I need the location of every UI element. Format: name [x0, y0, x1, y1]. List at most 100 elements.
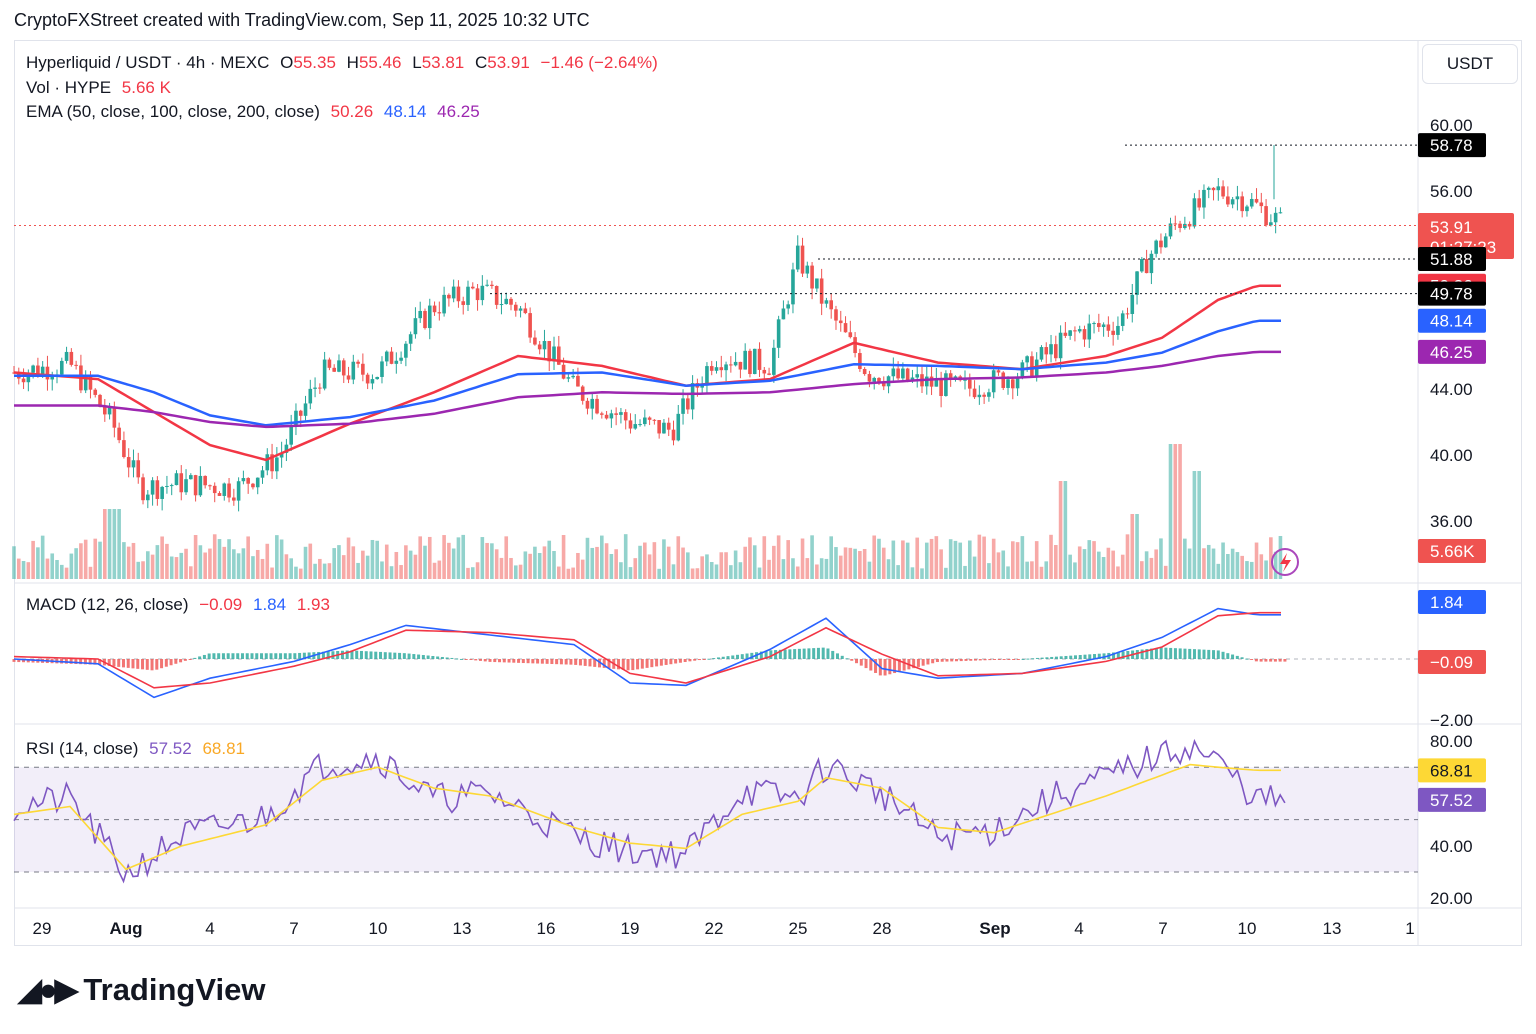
volume-bar	[1125, 534, 1130, 579]
candle-body	[131, 460, 136, 468]
volume-bar	[791, 558, 795, 579]
volume-bar	[79, 543, 83, 579]
macd-hist-bar	[593, 659, 597, 667]
volume-bar	[772, 545, 776, 579]
macd-hist-bar	[1250, 659, 1254, 660]
candle-body	[585, 400, 590, 409]
macd-hist-bar	[464, 659, 468, 660]
candle-body	[872, 377, 877, 382]
volume-bar	[356, 562, 360, 579]
macd-hist-bar	[369, 651, 373, 659]
candle-body	[169, 485, 174, 487]
candle-body	[361, 363, 365, 375]
rsi-label[interactable]: RSI (14, close)	[26, 739, 139, 758]
volume-bar	[375, 540, 379, 579]
volume-bar	[695, 568, 700, 579]
macd-hist-bar	[1188, 648, 1192, 659]
volume-bar	[1135, 514, 1139, 579]
macd-hist-bar	[950, 659, 954, 662]
rsi-tick: 80.00	[1430, 732, 1473, 751]
volume-bar	[547, 540, 552, 579]
volume-label[interactable]: Vol · HYPE	[26, 78, 112, 97]
macd-hist-bar	[455, 658, 459, 660]
symbol-label[interactable]: Hyperliquid / USDT · 4h · MEXC	[26, 53, 270, 72]
ema50-line	[13, 284, 1281, 462]
volume-bar	[466, 567, 470, 579]
volume-bar	[380, 561, 384, 579]
volume-bar	[174, 557, 179, 579]
candle-body	[576, 375, 580, 387]
volume-bar	[16, 558, 21, 579]
macd-hist-bar	[293, 653, 297, 659]
volume-bar	[910, 567, 915, 579]
close-value: 53.91	[487, 53, 530, 72]
macd-hist-bar	[983, 659, 987, 661]
candle-body	[1049, 344, 1053, 355]
macd-hist-bar	[1016, 659, 1020, 660]
macd-hist-bar	[564, 659, 568, 665]
volume-bar	[1249, 561, 1254, 579]
rsi-ma-tag: 68.81	[1430, 761, 1473, 780]
candle-body	[93, 389, 98, 395]
alert-icon	[1271, 548, 1299, 576]
candle-body	[241, 478, 246, 482]
currency-button[interactable]: USDT	[1422, 44, 1518, 84]
time-tick: 29	[33, 919, 52, 938]
time-tick: 10	[369, 919, 388, 938]
macd-hist-bar	[393, 652, 397, 659]
volume-bar	[475, 562, 480, 579]
signal-line	[13, 611, 1281, 689]
volume-bar	[40, 535, 45, 579]
candle-body	[126, 457, 131, 468]
macd-hist-bar	[645, 659, 649, 668]
macd-hist-bar	[959, 659, 963, 662]
volume-bar	[991, 538, 996, 579]
candle-body	[910, 377, 915, 381]
candle-body	[1073, 330, 1077, 332]
ema-label[interactable]: EMA (50, close, 100, close, 200, close)	[26, 102, 320, 121]
candle-body	[327, 359, 332, 368]
macd-hist-bar	[650, 659, 654, 668]
candle-body	[284, 444, 289, 453]
chart-frame[interactable]	[14, 40, 1522, 946]
macd-label[interactable]: MACD (12, 26, close)	[26, 595, 189, 614]
volume-bar	[494, 549, 499, 579]
macd-hist-bar	[702, 659, 706, 660]
volume-bar	[590, 547, 595, 579]
volume-bar	[509, 557, 513, 579]
candle-body	[308, 388, 313, 404]
volume-bar	[1197, 471, 1201, 579]
candle-body	[456, 286, 461, 302]
candle-body	[671, 429, 676, 441]
candle-body	[1101, 324, 1106, 328]
candle-body	[160, 486, 164, 499]
macd-hist-bar	[750, 652, 754, 659]
candle-body	[122, 440, 126, 458]
volume-bar	[208, 548, 212, 579]
candle-body	[1140, 259, 1144, 272]
candle-body	[217, 493, 222, 496]
candle-body	[265, 454, 270, 471]
macd-hist-bar	[478, 659, 482, 661]
tradingview-logo[interactable]: ◢●▶ TradingView	[18, 972, 265, 1008]
macd-hist-bar	[964, 659, 968, 661]
candle-body	[346, 375, 351, 380]
candle-body	[155, 480, 160, 499]
candle-body	[1058, 332, 1063, 359]
volume-bar	[1230, 548, 1235, 579]
macd-hist-bar	[212, 653, 216, 659]
macd-hist-bar	[550, 659, 554, 665]
macd-hist-bar	[869, 659, 873, 671]
macd-hist-bar	[340, 650, 344, 659]
candle-body	[1278, 212, 1283, 214]
candle-body	[901, 368, 905, 379]
volume-bar	[738, 562, 743, 579]
macd-hist-bar	[412, 654, 416, 659]
candle-body	[112, 406, 117, 428]
volume-bar	[752, 545, 757, 579]
candle-body	[1159, 240, 1163, 248]
candle-body	[523, 308, 528, 314]
candle-body	[255, 477, 260, 488]
volume-bar	[189, 566, 193, 579]
